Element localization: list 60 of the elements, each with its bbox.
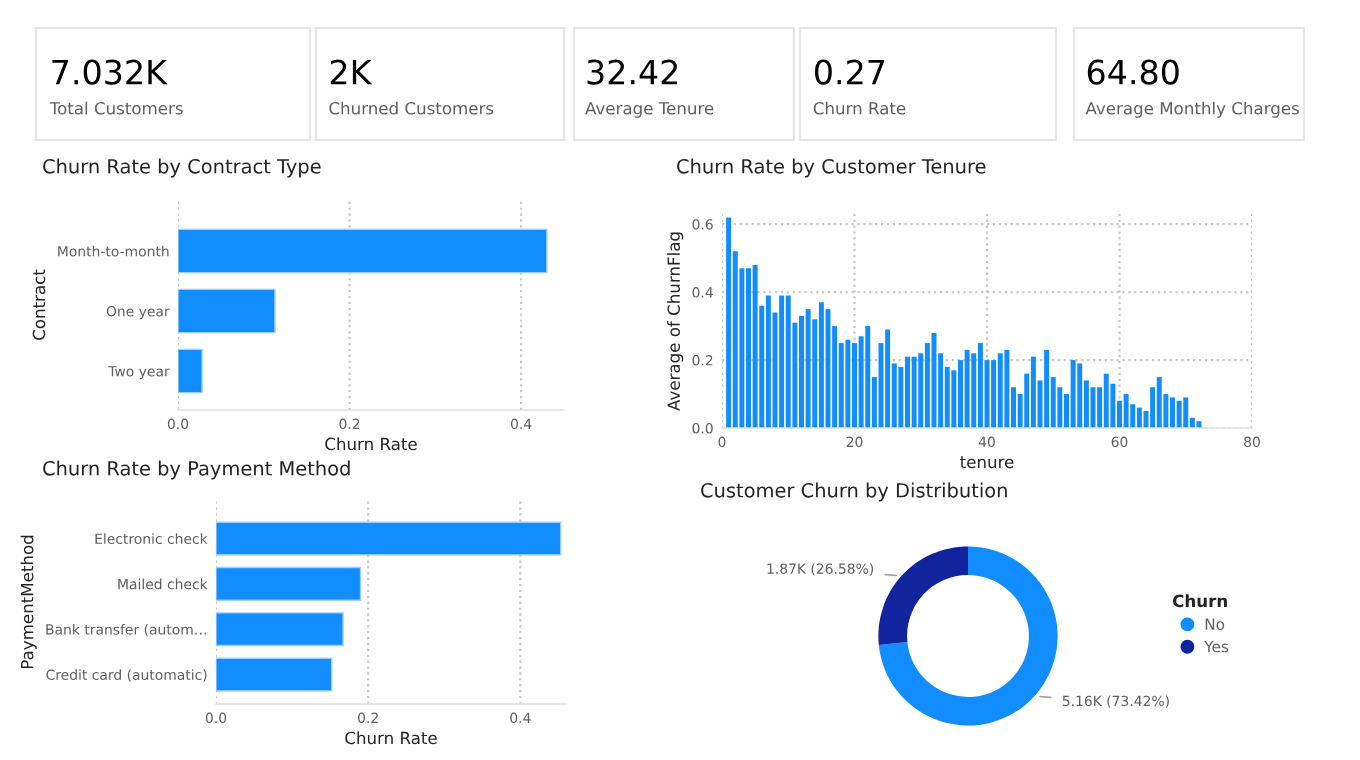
bar [178, 288, 276, 334]
bar [779, 295, 785, 428]
bar [1103, 373, 1109, 428]
bar [905, 356, 910, 428]
bar [216, 612, 344, 647]
bar [991, 360, 997, 428]
bar [977, 343, 983, 428]
bar [216, 566, 362, 601]
legend-title: Churn [1172, 594, 1227, 608]
chart-title: Customer Churn by Distribution [701, 482, 1007, 502]
chart-title: Churn Rate by Payment Method [43, 460, 350, 480]
bar [818, 302, 824, 428]
bar [1077, 363, 1083, 428]
bar [1123, 394, 1129, 428]
x-axis-title: Churn Rate [345, 731, 437, 745]
text: 32.42 [587, 59, 678, 85]
text: Average Tenure [585, 102, 714, 118]
y-axis-title: Contract [32, 269, 46, 340]
text: 0.27 [815, 59, 885, 85]
bar [785, 295, 791, 428]
text: Churned Customers [329, 101, 494, 115]
bar [852, 343, 857, 428]
bar [1030, 356, 1036, 428]
bar [216, 657, 333, 692]
bar [1004, 349, 1010, 428]
x-axis-title: Churn Rate [325, 437, 417, 451]
bar [1070, 360, 1076, 428]
text: 2K [330, 59, 373, 85]
bar [1044, 349, 1050, 428]
bar [752, 264, 758, 428]
text: Churn Rate [813, 101, 906, 115]
bar [805, 309, 811, 428]
bar [178, 228, 548, 274]
y-axis-title: Average of ChurnFlag [667, 232, 684, 411]
y-axis-title: PaymentMethod [20, 535, 37, 669]
bar [1136, 407, 1142, 428]
bar [746, 268, 751, 428]
bar [1176, 400, 1182, 428]
chart-title: Churn Rate by Customer Tenure [677, 158, 986, 178]
bar [799, 315, 804, 428]
text: Average Monthly Charges [1085, 101, 1299, 118]
bar [964, 349, 970, 428]
donut-slice [878, 546, 968, 645]
bar [178, 348, 203, 394]
text: Total Customers [49, 101, 183, 115]
bar [865, 326, 871, 428]
bar [911, 356, 917, 428]
bar [885, 329, 891, 428]
x-axis-title: tenure [960, 456, 1014, 469]
bar [216, 521, 562, 556]
text: 7.032K [52, 59, 168, 85]
bar [845, 339, 851, 428]
bar [1183, 397, 1189, 428]
donut-slice [878, 546, 1058, 726]
bar [765, 295, 771, 428]
bar [1170, 397, 1175, 428]
text: 64.80 [1087, 59, 1179, 85]
bar [1156, 377, 1162, 428]
bar [997, 353, 1003, 428]
chart-title: Churn Rate by Contract Type [43, 158, 321, 178]
